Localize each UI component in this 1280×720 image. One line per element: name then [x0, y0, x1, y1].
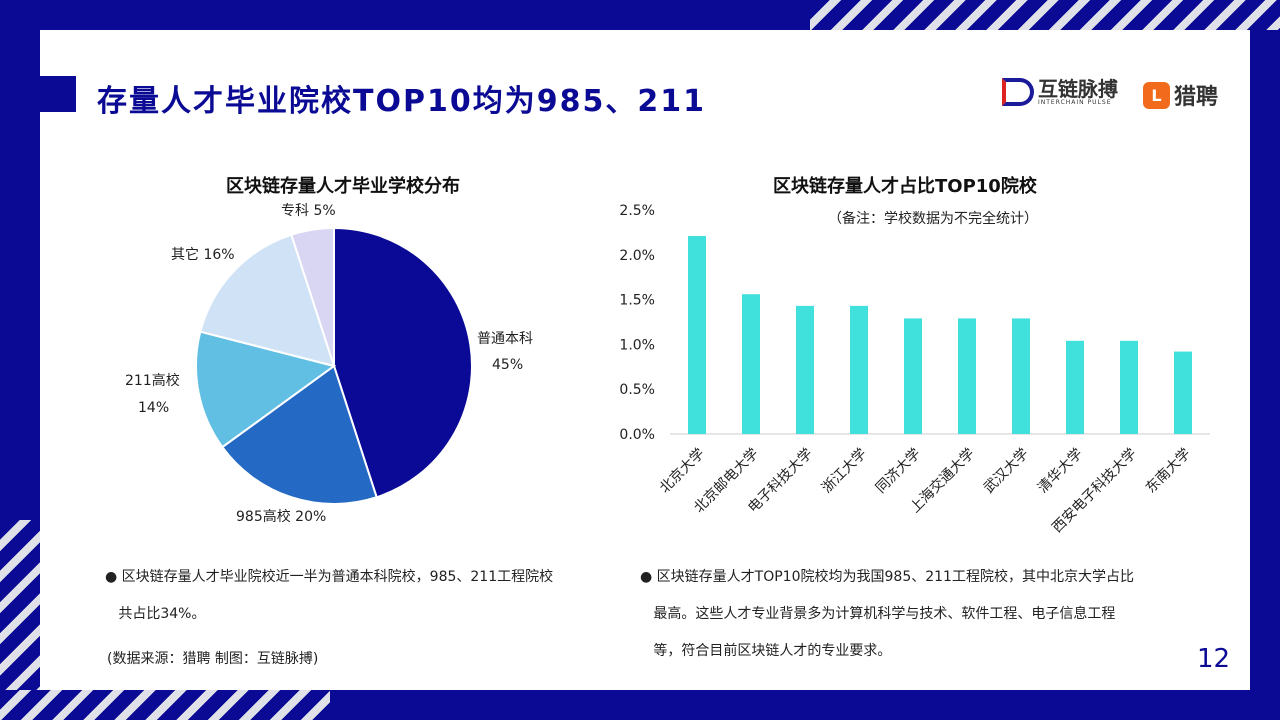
bar [958, 318, 976, 434]
pie-label: 普通本科 [477, 331, 533, 347]
x-tick-label: 东南大学 [1143, 446, 1194, 497]
x-tick-label: 浙江大学 [819, 446, 870, 497]
liepin-logo: L 猎聘 [1143, 79, 1218, 111]
pie-slice-4 [290, 226, 335, 367]
pie-label: 专科 5% [281, 203, 336, 219]
decor-stripes [0, 520, 40, 690]
page-number: 12 [1197, 644, 1231, 674]
x-tick-label: 武汉大学 [981, 446, 1032, 497]
bullet-left: ● 区块链存量人才毕业院校近一半为普通本科院校，985、211工程院校 共占比3… [105, 569, 554, 622]
bullet-text: 区块链存量人才毕业院校近一半为普通本科院校，985、211工程院校 [121, 569, 554, 585]
bar [796, 305, 814, 434]
x-tick-label: 清华大学 [1035, 446, 1086, 497]
y-tick-label: 2.5% [619, 203, 655, 219]
pie-slice-1 [220, 364, 378, 505]
logo-name: 互链脉搏 [1038, 76, 1118, 101]
logo-sub: INTERCHAIN PULSE [1038, 98, 1112, 106]
bar-chart: 0.0%0.5%1.0%1.5%2.0%2.5%北京大学北京邮电大学电子科技大学… [619, 203, 1210, 536]
bullet-text: 区块链存量人才TOP10院校均为我国985、211工程院校，其中北京大学占比 [656, 569, 1134, 585]
y-tick-label: 0.0% [619, 427, 655, 443]
pie-slice-0 [333, 226, 473, 499]
bullet-text: 最高。这些人才专业背景多为计算机科学与技术、软件工程、电子信息工程 [653, 606, 1116, 622]
pie-title: 区块链存量人才毕业学校分布 [226, 176, 460, 197]
pie-label: 985高校 20% [236, 509, 327, 525]
bullet-text: 共占比34%。 [118, 606, 206, 622]
y-tick-label: 2.0% [619, 248, 655, 264]
bar [1066, 340, 1084, 434]
decor-stripes [0, 690, 330, 720]
pie-pct: 45% [492, 357, 524, 373]
partner-name: 猎聘 [1174, 85, 1219, 110]
bullet-right: ● 区块链存量人才TOP10院校均为我国985、211工程院校，其中北京大学占比… [640, 569, 1134, 659]
y-tick-label: 0.5% [619, 382, 655, 398]
bar [1012, 318, 1030, 434]
bar [742, 294, 760, 434]
bar [1174, 351, 1192, 434]
bar [688, 235, 706, 434]
bar-note: （备注：学校数据为不完全统计） [828, 211, 1038, 227]
pie-label: 211高校 [125, 373, 180, 389]
pie-label: 其它 16% [171, 247, 235, 263]
y-tick-label: 1.0% [619, 337, 655, 353]
pie-slice-2 [195, 330, 337, 449]
x-tick-label: 北京大学 [657, 446, 708, 497]
bar-title: 区块链存量人才占比TOP10院校 [773, 176, 1037, 197]
source-note: (数据来源：猎聘 制图：互链脉搏) [107, 651, 319, 667]
decor-stripes [810, 0, 1280, 30]
bar [904, 318, 922, 434]
pie-chart [195, 226, 473, 505]
title-accent [40, 76, 76, 112]
pie-slice-3 [199, 233, 336, 368]
interchain-logo: 互链脉搏 INTERCHAIN PULSE [1002, 78, 1118, 106]
x-tick-label: 同济大学 [873, 446, 924, 497]
pie-pct: 14% [138, 400, 170, 416]
ip-logo-icon [1002, 78, 1034, 106]
bar [850, 305, 868, 434]
page-title: 存量人才毕业院校TOP10均为985、211 [97, 84, 706, 119]
y-tick-label: 1.5% [619, 293, 655, 309]
bar [1120, 340, 1138, 434]
bullet-text: 等，符合目前区块链人才的专业要求。 [653, 643, 892, 659]
liepin-icon: L [1143, 81, 1170, 109]
